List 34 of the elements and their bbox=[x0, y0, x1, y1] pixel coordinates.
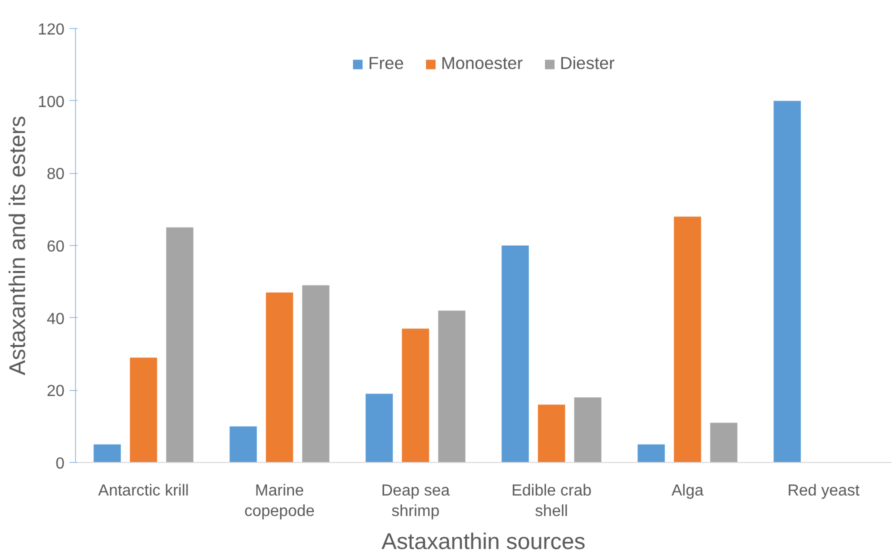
bar bbox=[302, 285, 330, 462]
bar bbox=[94, 444, 121, 462]
y-axis-title: Astaxanthin and its esters bbox=[4, 116, 30, 376]
bar bbox=[266, 292, 294, 462]
y-tick-label: 60 bbox=[46, 238, 65, 256]
bar bbox=[230, 426, 257, 462]
bar bbox=[710, 422, 738, 462]
y-tick-label: 120 bbox=[38, 22, 65, 38]
bar bbox=[674, 216, 702, 462]
x-tick-label: Alga bbox=[671, 482, 704, 500]
bar bbox=[366, 394, 393, 462]
bar bbox=[438, 310, 466, 462]
legend-label: Free bbox=[368, 53, 404, 74]
legend-label: Diester bbox=[560, 53, 615, 74]
x-tick-label: Red yeast bbox=[787, 482, 860, 500]
y-tick-label: 80 bbox=[46, 166, 65, 184]
x-tick-label: Marine copepode bbox=[244, 482, 315, 520]
legend-label: Monoester bbox=[440, 53, 523, 74]
bar bbox=[502, 246, 529, 462]
y-tick-label: 0 bbox=[56, 456, 65, 472]
bar bbox=[130, 358, 158, 462]
bar bbox=[638, 444, 665, 462]
y-tick-label: 40 bbox=[46, 310, 65, 328]
x-tick-label: Deap sea shrimp bbox=[381, 482, 450, 520]
bar bbox=[402, 328, 430, 462]
x-tick-label: Antarctic krill bbox=[98, 482, 189, 500]
y-tick-label: 20 bbox=[46, 383, 65, 400]
bar bbox=[166, 227, 194, 462]
bar bbox=[538, 404, 566, 462]
y-tick-label: 100 bbox=[38, 94, 65, 111]
bar bbox=[574, 397, 602, 462]
x-tick-label: Edible crab shell bbox=[511, 482, 592, 520]
bar bbox=[774, 100, 801, 462]
x-axis-title: Astaxanthin sources bbox=[381, 528, 586, 554]
